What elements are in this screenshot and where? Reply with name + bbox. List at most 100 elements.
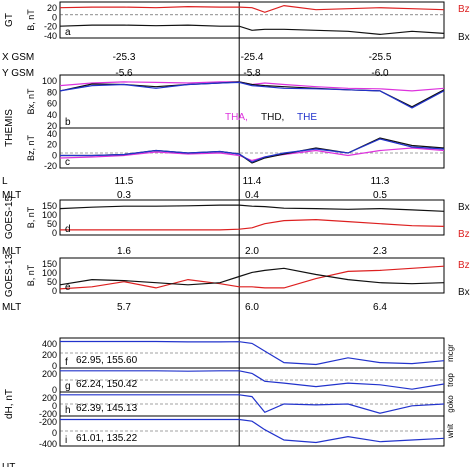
axis-row-tick: 6.0 <box>245 302 259 313</box>
series-line-e-bz <box>59 265 445 290</box>
y-axis-label: Bz, nT <box>26 134 36 161</box>
panel-letter-c: c <box>65 157 70 168</box>
axis-row-tick: -5.8 <box>243 68 261 79</box>
axis-row-tick: 11.5 <box>115 176 134 187</box>
station-coords: 62.95, 155.60 <box>76 355 138 366</box>
y-tick-label: 0 <box>52 361 57 371</box>
panel-frame-e <box>59 257 445 294</box>
panel-letter-f: f <box>65 357 68 368</box>
station-coords: 62.24, 150.42 <box>76 379 138 390</box>
y-tick-label: 80 <box>47 87 57 97</box>
series-line-c-the <box>60 138 445 163</box>
y-axis-label: Bx, nT <box>26 88 36 115</box>
group-label: GT <box>4 13 15 27</box>
y-tick-label: 200 <box>42 393 57 403</box>
axis-row-tick: 11.4 <box>243 176 262 187</box>
y-tick-label: 100 <box>42 76 57 86</box>
y-tick-label: 150 <box>42 259 57 269</box>
axis-row-label-ygsm: Y GSM <box>2 68 34 79</box>
series-line-f-mcgr <box>60 340 445 366</box>
axis-row-tick: 2.0 <box>245 246 259 257</box>
y-tick-label: 0 <box>52 228 57 238</box>
series-label-bz: Bz <box>458 4 470 15</box>
y-tick-label: 40 <box>47 129 57 139</box>
y-tick-label: 40 <box>47 110 57 120</box>
y-tick-label: 50 <box>47 277 57 287</box>
y-tick-label: 0 <box>52 150 57 160</box>
panel-letter-b: b <box>65 117 71 128</box>
legend-thd: THD, <box>261 112 284 123</box>
series-label-bx: Bx <box>458 287 470 298</box>
axis-row-tick: 0.5 <box>373 190 387 201</box>
panel-letter-g: g <box>65 381 71 392</box>
series-line-c-tha <box>59 147 445 162</box>
axis-row-tick: 6.4 <box>373 302 387 313</box>
station-name-trop: trop <box>446 373 455 387</box>
y-tick-label: 20 <box>47 3 57 13</box>
y-tick-label: -200 <box>39 417 57 427</box>
series-label-bx: Bx <box>458 32 470 43</box>
station-name-goko: goko <box>446 395 455 413</box>
y-tick-label: 20 <box>47 121 57 131</box>
y-tick-label: 50 <box>47 219 57 229</box>
panel-letter-h: h <box>65 405 71 416</box>
series-line-g-trop <box>60 370 445 390</box>
y-tick-label: 0 <box>52 401 57 411</box>
y-tick-label: 400 <box>42 339 57 349</box>
series-line-h-goko <box>60 394 445 414</box>
series-line-d-bx <box>59 204 445 212</box>
y-tick-label: 0 <box>52 286 57 296</box>
y-tick-label: 150 <box>42 201 57 211</box>
y-axis-label: B, nT <box>26 264 36 286</box>
group-label: GOES-15 <box>4 195 15 239</box>
series-label-bx: Bx <box>458 202 470 213</box>
group-label: dH, nT <box>4 389 15 419</box>
series-line-b-the <box>59 81 445 109</box>
axis-row-label-ut: UT <box>2 462 15 467</box>
station-coords: 62.39, 145.13 <box>76 403 138 414</box>
axis-row-tick: -6.0 <box>371 68 389 79</box>
legend-the: THE <box>297 112 317 123</box>
series-line-b-tha <box>59 81 445 92</box>
axis-row-label-xgsm: X GSM <box>2 52 34 63</box>
y-tick-label: -20 <box>44 22 57 32</box>
series-line-e-bx <box>59 267 445 286</box>
legend-tha: THA, <box>225 112 248 123</box>
axis-row-label-mlt3: MLT <box>2 302 21 313</box>
axis-row-label-mlt2: MLT <box>2 246 21 257</box>
y-tick-label: 100 <box>42 268 57 278</box>
panel-letter-i: i <box>65 435 67 446</box>
group-label: GOES-13 <box>4 253 15 297</box>
y-tick-label: 100 <box>42 210 57 220</box>
axis-row-label-l: L <box>2 176 8 187</box>
panel-frame-a <box>59 1 445 39</box>
data-series <box>59 4 445 444</box>
axis-row-tick: -25.5 <box>369 52 392 63</box>
y-tick-label: 0 <box>52 12 57 22</box>
axis-row-tick: 0.4 <box>245 190 259 201</box>
axis-row-tick: 5.7 <box>117 302 131 313</box>
y-tick-label: -20 <box>44 161 57 171</box>
y-tick-label: 60 <box>47 99 57 109</box>
axis-row-tick: 2.3 <box>373 246 387 257</box>
y-tick-label: -40 <box>44 31 57 41</box>
series-line-a-bz <box>59 4 445 13</box>
axis-row-tick: 11.3 <box>371 176 390 187</box>
axis-row-tick: -5.6 <box>115 68 133 79</box>
group-label: THEMIS <box>4 109 15 147</box>
panel-letter-d: d <box>65 224 71 235</box>
panel-letter-a: a <box>65 27 71 38</box>
station-name-whit: whit <box>446 423 455 439</box>
y-tick-label: 0 <box>52 428 57 438</box>
panel-letter-e: e <box>65 282 71 293</box>
series-label-bz: Bz <box>458 260 470 271</box>
axis-row-tick: 0.3 <box>117 190 131 201</box>
series-line-i-whit <box>60 418 445 444</box>
y-tick-label: -400 <box>39 439 57 449</box>
axis-row-tick: 1.6 <box>117 246 131 257</box>
series-line-a-bx <box>59 24 445 36</box>
station-coords: 61.01, 135.22 <box>76 433 138 444</box>
y-axis-label: B, nT <box>26 206 36 228</box>
